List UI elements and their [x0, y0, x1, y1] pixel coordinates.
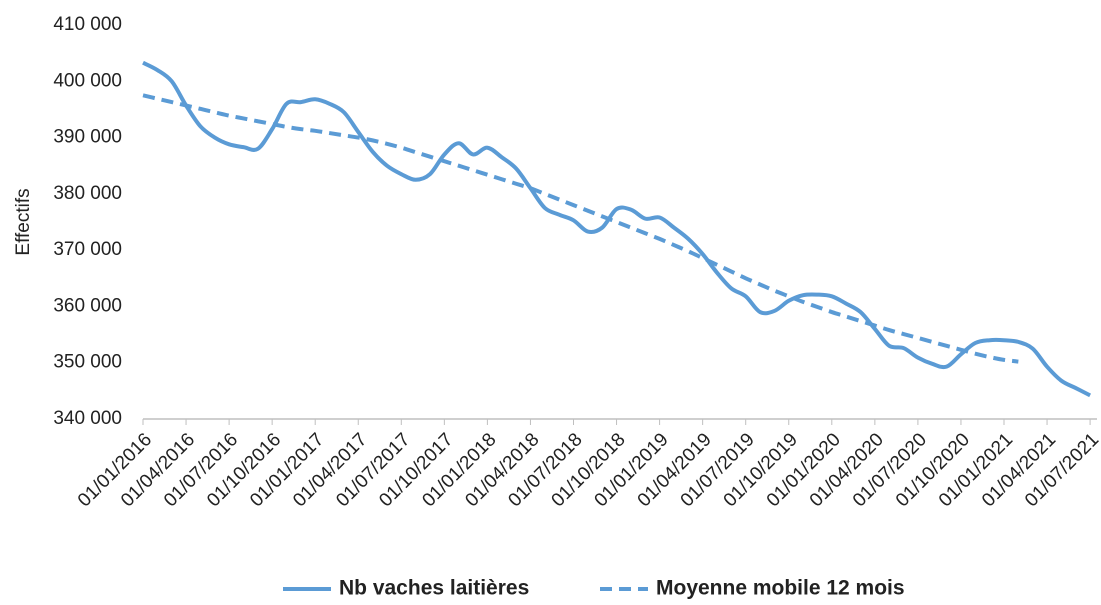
y-tick-label: 400 000 [53, 70, 122, 91]
y-tick-label: 380 000 [53, 183, 122, 204]
y-tick-label: 340 000 [53, 408, 122, 429]
series-line [142, 93, 1019, 364]
y-tick-label: 370 000 [53, 239, 122, 260]
y-tick-label: 390 000 [53, 127, 122, 148]
y-tick-label: 350 000 [53, 352, 122, 373]
y-tick-label: 410 000 [53, 14, 122, 35]
legend-label: Moyenne mobile 12 mois [656, 577, 905, 600]
legend-label: Nb vaches laitières [339, 577, 529, 600]
y-tick-label: 360 000 [53, 295, 122, 316]
y-axis-title: Effectifs [13, 188, 34, 255]
series-line [142, 60, 1092, 398]
